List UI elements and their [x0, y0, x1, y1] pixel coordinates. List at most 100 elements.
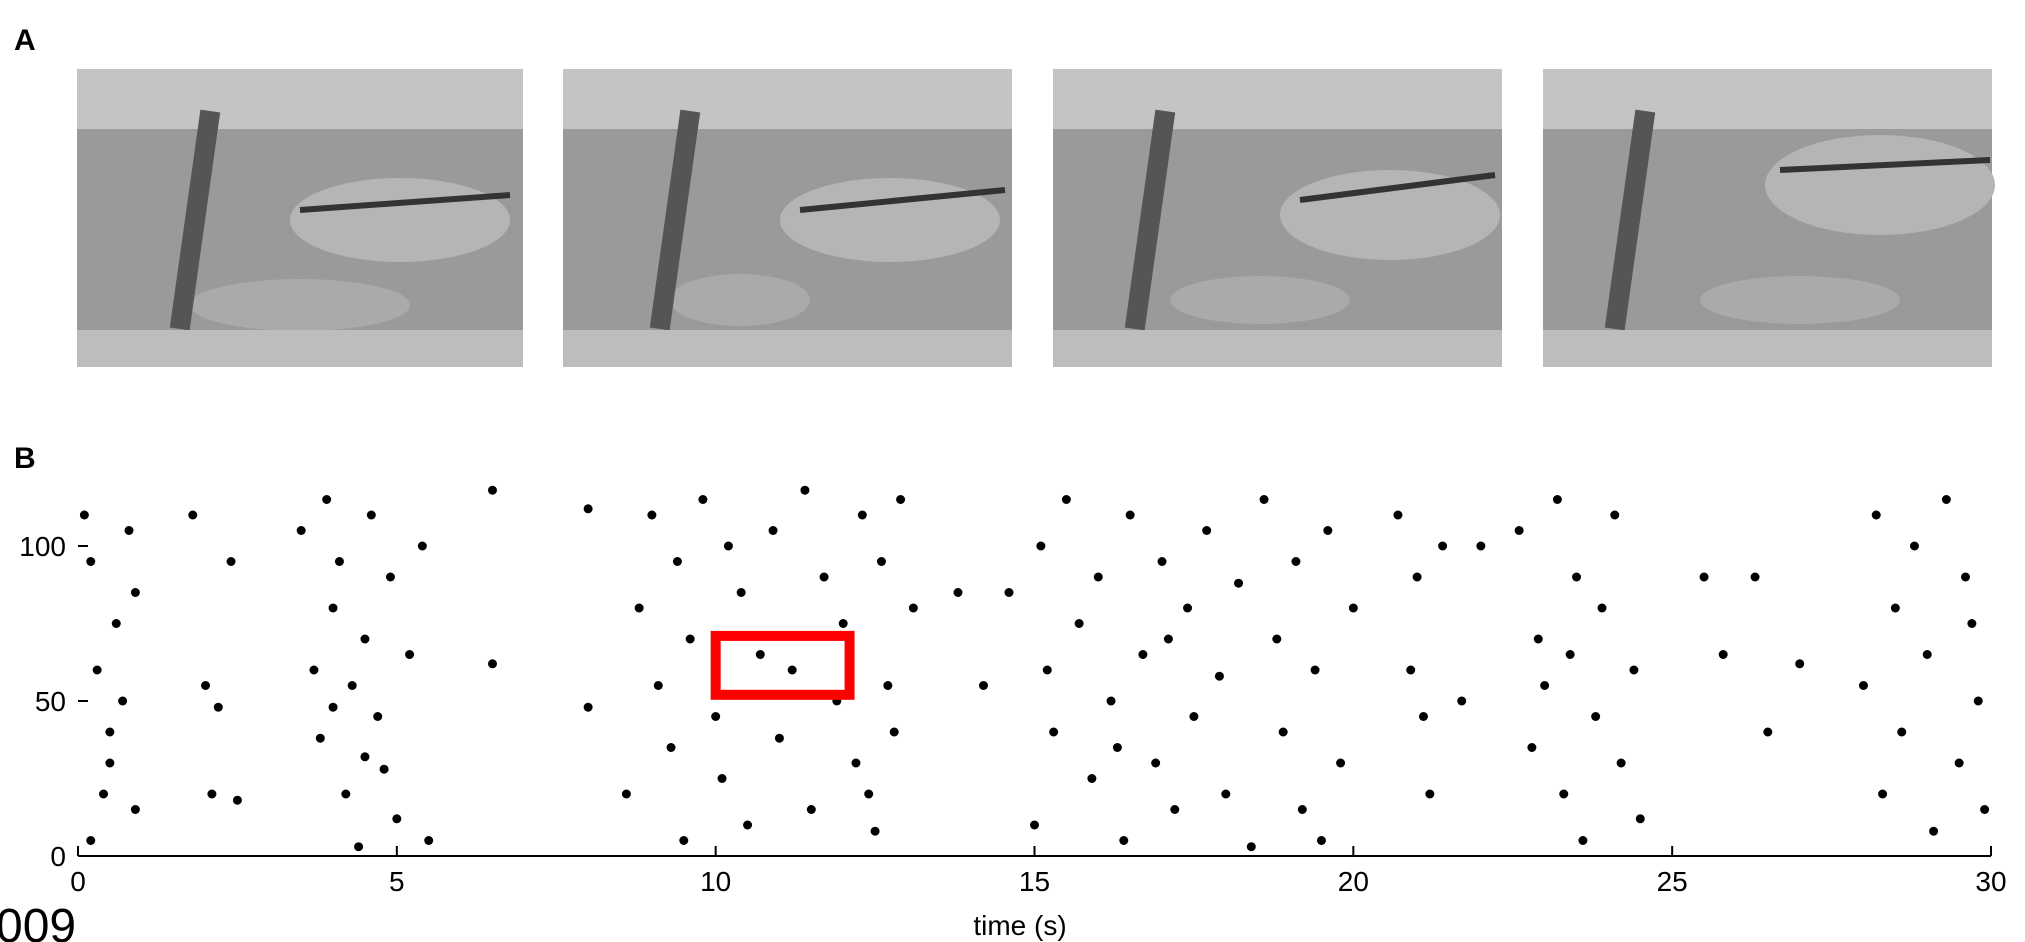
x-tick-label: 10 — [700, 866, 731, 897]
spike — [1163, 634, 1173, 644]
spike — [1112, 743, 1122, 752]
spike — [1214, 671, 1224, 681]
spike — [666, 743, 676, 752]
spike — [743, 820, 753, 830]
spike — [896, 495, 906, 504]
x-tick-label: 20 — [1338, 866, 1369, 897]
photo — [1543, 69, 1995, 367]
spike — [360, 752, 370, 762]
spike — [1514, 526, 1524, 535]
spike — [1151, 758, 1161, 768]
footer-text: 009 — [0, 900, 76, 942]
spike — [800, 485, 810, 495]
spike — [1202, 526, 1212, 535]
highlight-box — [710, 630, 855, 700]
spike — [1878, 789, 1888, 799]
spike — [1635, 814, 1645, 824]
spike — [105, 727, 115, 737]
spike — [373, 712, 383, 721]
y-tick-label: 0 — [50, 841, 66, 872]
spike — [1559, 789, 1569, 799]
spike — [723, 541, 733, 551]
spike — [328, 603, 338, 613]
spike — [870, 826, 880, 836]
spike — [1278, 727, 1288, 737]
spike — [1246, 842, 1256, 852]
spike — [583, 504, 593, 514]
spike — [1036, 541, 1046, 551]
spike — [1980, 805, 1990, 814]
spike — [1042, 665, 1052, 675]
spike — [634, 603, 644, 613]
spike — [354, 842, 364, 852]
spike — [322, 495, 332, 504]
spike — [819, 572, 829, 582]
y-tick-label: 100 — [19, 531, 66, 562]
photo — [1053, 69, 1502, 367]
spike — [1941, 495, 1951, 504]
spike — [978, 681, 988, 690]
spike — [953, 588, 963, 597]
spike — [698, 495, 708, 504]
spike — [1336, 758, 1346, 768]
spike — [774, 733, 784, 743]
spike — [99, 789, 109, 799]
spike — [341, 789, 351, 799]
spike — [1476, 541, 1486, 551]
spike — [207, 789, 217, 799]
spike — [1412, 572, 1422, 582]
spike — [86, 836, 96, 845]
panel-label: B — [14, 442, 36, 475]
spike — [79, 510, 89, 520]
spike — [385, 572, 395, 582]
spike — [1763, 727, 1773, 737]
spike — [1291, 557, 1301, 566]
spike — [1750, 572, 1760, 582]
spike — [711, 712, 721, 721]
spike — [1527, 743, 1537, 752]
spike — [424, 836, 434, 845]
spike — [213, 702, 223, 712]
spike — [1119, 836, 1129, 845]
spike — [1316, 836, 1326, 845]
photo — [563, 69, 1012, 367]
spike — [1438, 541, 1448, 551]
spike — [1297, 805, 1307, 814]
x-tick-label: 5 — [389, 866, 405, 897]
spike — [787, 665, 797, 675]
spike — [768, 526, 778, 535]
spike — [1616, 758, 1626, 768]
spike — [1591, 712, 1601, 721]
spike — [1093, 572, 1103, 582]
spike — [1909, 541, 1919, 551]
spike — [1890, 603, 1900, 613]
spike — [806, 805, 816, 814]
spike — [1049, 727, 1059, 737]
spike — [1967, 619, 1977, 628]
spike — [1310, 665, 1320, 675]
spike — [1189, 712, 1199, 721]
spike — [1795, 659, 1805, 669]
spike — [679, 836, 689, 845]
spike — [188, 510, 198, 520]
spike — [105, 758, 115, 768]
spike — [851, 758, 861, 768]
spike — [309, 665, 319, 675]
spike — [1272, 634, 1282, 644]
x-tick-label: 25 — [1657, 866, 1688, 897]
spike — [1157, 557, 1167, 566]
photo-strip — [77, 69, 1995, 367]
spike — [755, 650, 765, 659]
spike — [1425, 789, 1435, 799]
spike — [1610, 510, 1620, 520]
spike — [1960, 572, 1970, 582]
spike — [417, 541, 427, 551]
spike — [876, 557, 886, 566]
spike — [736, 588, 746, 597]
spike — [130, 588, 140, 597]
spike — [717, 774, 727, 783]
spike — [366, 510, 376, 520]
spike — [1565, 650, 1575, 659]
spike — [908, 603, 918, 613]
